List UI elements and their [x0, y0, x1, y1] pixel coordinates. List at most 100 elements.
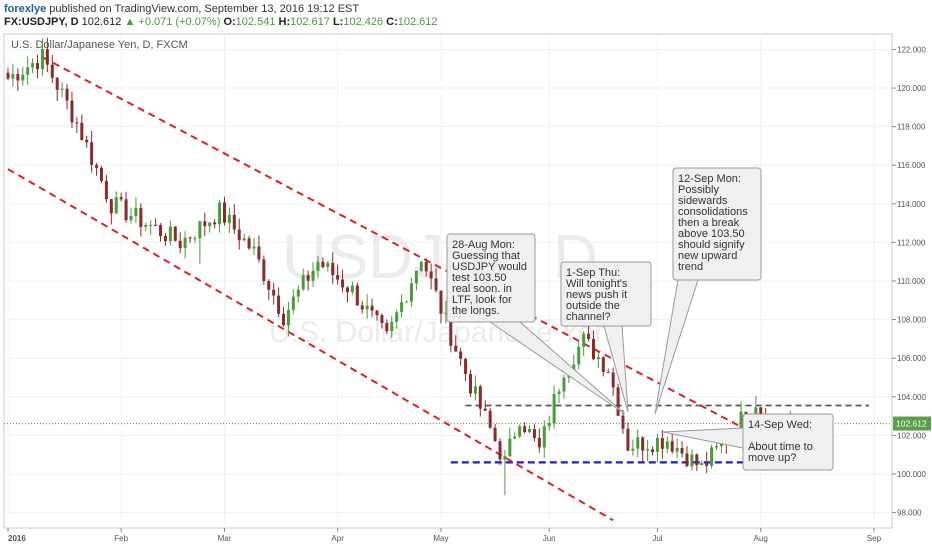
candle-down [341, 279, 345, 288]
y-tick-label: 104.000 [897, 393, 926, 402]
candle-up [218, 202, 222, 225]
candle-down [355, 285, 359, 306]
candle-down [109, 199, 113, 214]
candle-down [6, 72, 10, 79]
candle-down [434, 278, 438, 291]
candle-up [390, 321, 394, 332]
annotation-line: sidewards [678, 195, 728, 207]
annotation-line: news push it [566, 289, 627, 301]
candle-up [655, 438, 659, 452]
y-tick-label: 112.000 [897, 238, 926, 247]
candle-down [203, 221, 207, 227]
price-axis[interactable]: 98.000 100.000 102.000 104.000 106.000 108.00… [892, 45, 931, 518]
candle-up [326, 262, 330, 268]
channel-lower-line [7, 168, 614, 522]
candle-down [695, 454, 699, 466]
candle-up [710, 447, 714, 466]
candle-down [119, 197, 123, 200]
candle-down [345, 287, 349, 293]
candle-up [409, 283, 413, 302]
candle-up [675, 447, 679, 452]
annotation-line: the longs. [452, 305, 500, 317]
channel-upper-line [41, 56, 776, 446]
candle-down [257, 246, 261, 260]
annotation-line: channel? [566, 311, 611, 323]
annotation-title: 1-Sep Thu: [566, 267, 620, 279]
candle-down [306, 275, 310, 281]
annotation-line: then a break [678, 217, 740, 229]
candle-down [621, 415, 625, 429]
watermark-symbol: USDJPY, D [282, 223, 598, 292]
annotation-box [560, 261, 652, 327]
candle-down [537, 437, 541, 448]
candle-down [449, 312, 453, 346]
low-value: 102.426 [343, 16, 384, 28]
annotation-line: USDJPY would [452, 261, 527, 273]
candle-down [267, 281, 271, 290]
y-tick-label: 110.000 [897, 277, 926, 286]
candle-down [247, 238, 251, 249]
watermark: USDJPY, D U.S. Dollar/Japanese Yen [269, 223, 611, 349]
candle-down [178, 240, 182, 249]
annotation-box [446, 233, 536, 323]
candle-down [213, 222, 217, 225]
candle-up [518, 426, 522, 437]
candle-up [577, 346, 581, 365]
x-tick-label: May [433, 534, 448, 543]
candle-down [454, 345, 458, 352]
last-price-tag [893, 416, 931, 431]
candle-down [282, 313, 286, 326]
annotation-line: test 103.50 [452, 272, 506, 284]
time-axis[interactable]: 2016FebMarAprMayJunJulAugSepOctNovDec [7, 528, 932, 543]
candle-down [262, 259, 266, 282]
candle-up [754, 407, 758, 417]
author-link[interactable]: forexlye [4, 3, 47, 15]
y-tick-label: 118.000 [897, 123, 926, 132]
candle-up [646, 449, 650, 451]
y-tick-label: 98.000 [897, 509, 922, 518]
candle-down [154, 224, 158, 226]
candle-down [85, 139, 89, 143]
chart-header: forexlye published on TradingView.com, S… [0, 0, 932, 30]
candle-up [562, 377, 566, 392]
candle-up [473, 386, 477, 394]
candle-down [626, 428, 630, 451]
candle-down [532, 429, 536, 438]
chart-title: U.S. Dollar/Japanese Yen, D, FXCM [11, 39, 188, 51]
candle-down [468, 373, 472, 394]
candle-down [591, 338, 595, 360]
x-tick-label: Apr [331, 534, 344, 543]
annotation-line: should signify [678, 239, 745, 251]
y-tick-label: 102.000 [897, 431, 926, 440]
annotation-title: 12-Sep Mon: [678, 173, 741, 185]
open-value: 102.541 [235, 16, 276, 28]
candle-up [149, 224, 153, 226]
x-tick-label: Jul [652, 534, 662, 543]
candle-up [547, 423, 551, 427]
close-label: C: [386, 16, 398, 28]
candle-up [444, 312, 448, 314]
up-arrow-icon: ▲ [124, 16, 136, 28]
annotation-line: real soon. in [452, 283, 512, 295]
high-value: 102.617 [290, 16, 330, 28]
low-label: L: [332, 16, 344, 28]
candle-down [464, 358, 468, 374]
candle-up [552, 394, 556, 424]
candle-up [31, 63, 35, 68]
candle-down [277, 295, 281, 314]
publish-info: published on TradingView.com, September … [49, 3, 360, 15]
annotation-line: consolidations [678, 206, 748, 218]
y-tick-label: 108.000 [897, 316, 926, 325]
candle-up [311, 270, 315, 281]
candle-up [60, 88, 64, 90]
price-chart[interactable]: USDJPY, D U.S. Dollar/Japanese Yen U.S. D… [0, 30, 932, 550]
last-price-tag-label: 102.612 [896, 419, 927, 429]
candle-down [90, 142, 94, 165]
x-tick-label: 2016 [8, 534, 26, 543]
candle-down [95, 164, 99, 168]
annotation-line: Will tonight's [566, 278, 628, 290]
candle-down [163, 236, 167, 242]
candle-down [587, 333, 591, 339]
candle-up [395, 312, 399, 322]
x-tick-label: Feb [114, 534, 128, 543]
